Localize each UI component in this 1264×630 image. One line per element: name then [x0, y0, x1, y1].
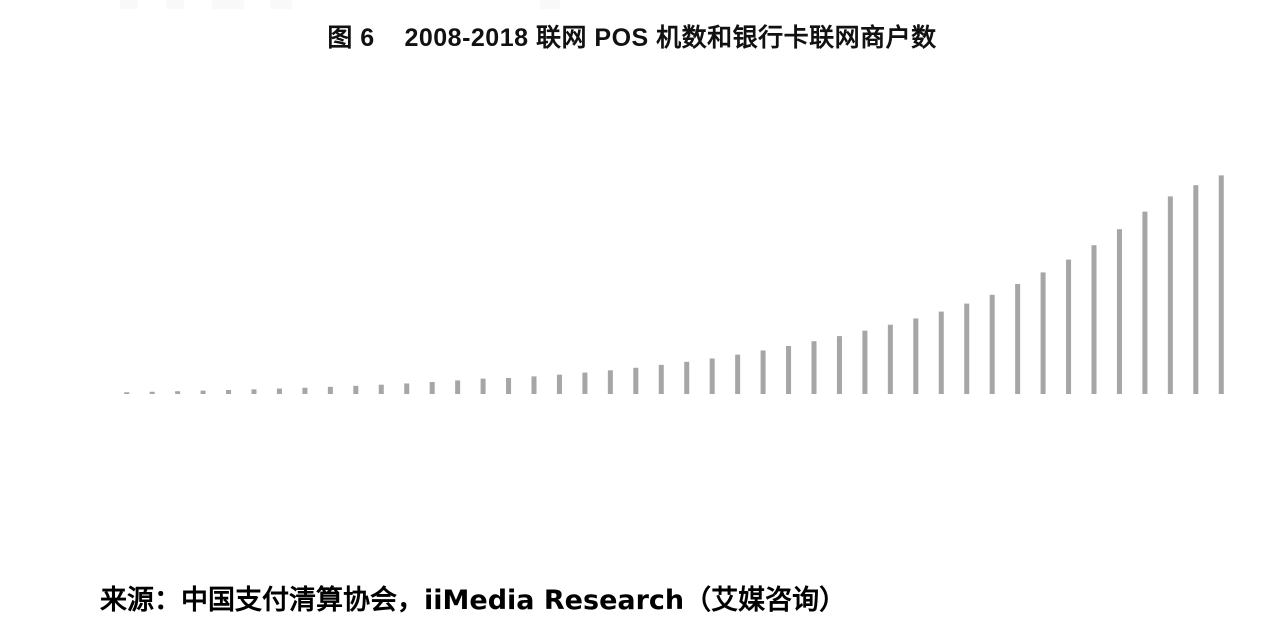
merchant-bar	[378, 384, 384, 394]
merchant-bar	[735, 354, 741, 394]
merchant-bar	[836, 336, 842, 394]
merchant-bar	[633, 367, 639, 394]
merchant-bar	[1193, 185, 1199, 394]
merchant-bar	[1015, 284, 1021, 394]
merchant-bar	[506, 378, 512, 394]
merchant-bar	[658, 364, 664, 394]
merchant-bar	[786, 346, 792, 394]
merchant-bar	[1040, 272, 1046, 394]
merchant-bar	[531, 376, 537, 394]
merchant-bar	[684, 361, 690, 394]
merchant-bar	[226, 390, 232, 394]
merchant-bar	[938, 311, 944, 394]
merchant-bar	[480, 378, 486, 394]
merchant-bar	[913, 318, 919, 394]
merchant-bar	[175, 391, 181, 394]
merchant-bar	[760, 350, 766, 394]
merchant-bar	[353, 385, 359, 394]
chart-title: 图 6 2008-2018 联网 POS 机数和银行卡联网商户数	[327, 24, 937, 52]
merchant-bar	[1167, 196, 1173, 394]
merchant-bar	[607, 370, 613, 394]
merchant-bar	[556, 374, 562, 394]
merchant-bar	[1218, 175, 1224, 394]
merchant-bar	[1066, 259, 1072, 394]
bars-group	[124, 175, 1224, 394]
merchant-bar	[862, 330, 868, 394]
merchant-bar	[302, 387, 308, 394]
merchant-bar	[429, 382, 435, 394]
chart-canvas	[124, 175, 1224, 394]
merchant-bar	[964, 303, 970, 394]
merchant-bar	[200, 390, 206, 394]
merchant-bar	[251, 389, 257, 394]
merchant-bar	[887, 324, 893, 394]
merchant-bar	[1116, 229, 1122, 394]
merchant-bar	[404, 383, 410, 394]
merchant-bar	[811, 341, 817, 394]
merchant-bar	[989, 294, 995, 394]
plot-area	[110, 80, 1230, 395]
merchant-bar	[582, 372, 588, 394]
chart-legend	[0, 525, 1264, 565]
merchant-bar	[327, 386, 333, 394]
merchant-bar	[124, 392, 130, 394]
source-note: 来源：中国支付清算协会，iiMedia Research（艾媒咨询）	[100, 585, 847, 616]
merchant-bar	[149, 391, 155, 394]
x-axis-labels	[0, 394, 1264, 504]
merchant-bar	[1091, 245, 1097, 394]
scan-artifact-strip	[120, 0, 600, 9]
merchant-bar	[276, 388, 282, 394]
merchant-bar	[709, 358, 715, 394]
merchant-bar	[1142, 211, 1148, 394]
merchant-bar	[455, 380, 461, 394]
